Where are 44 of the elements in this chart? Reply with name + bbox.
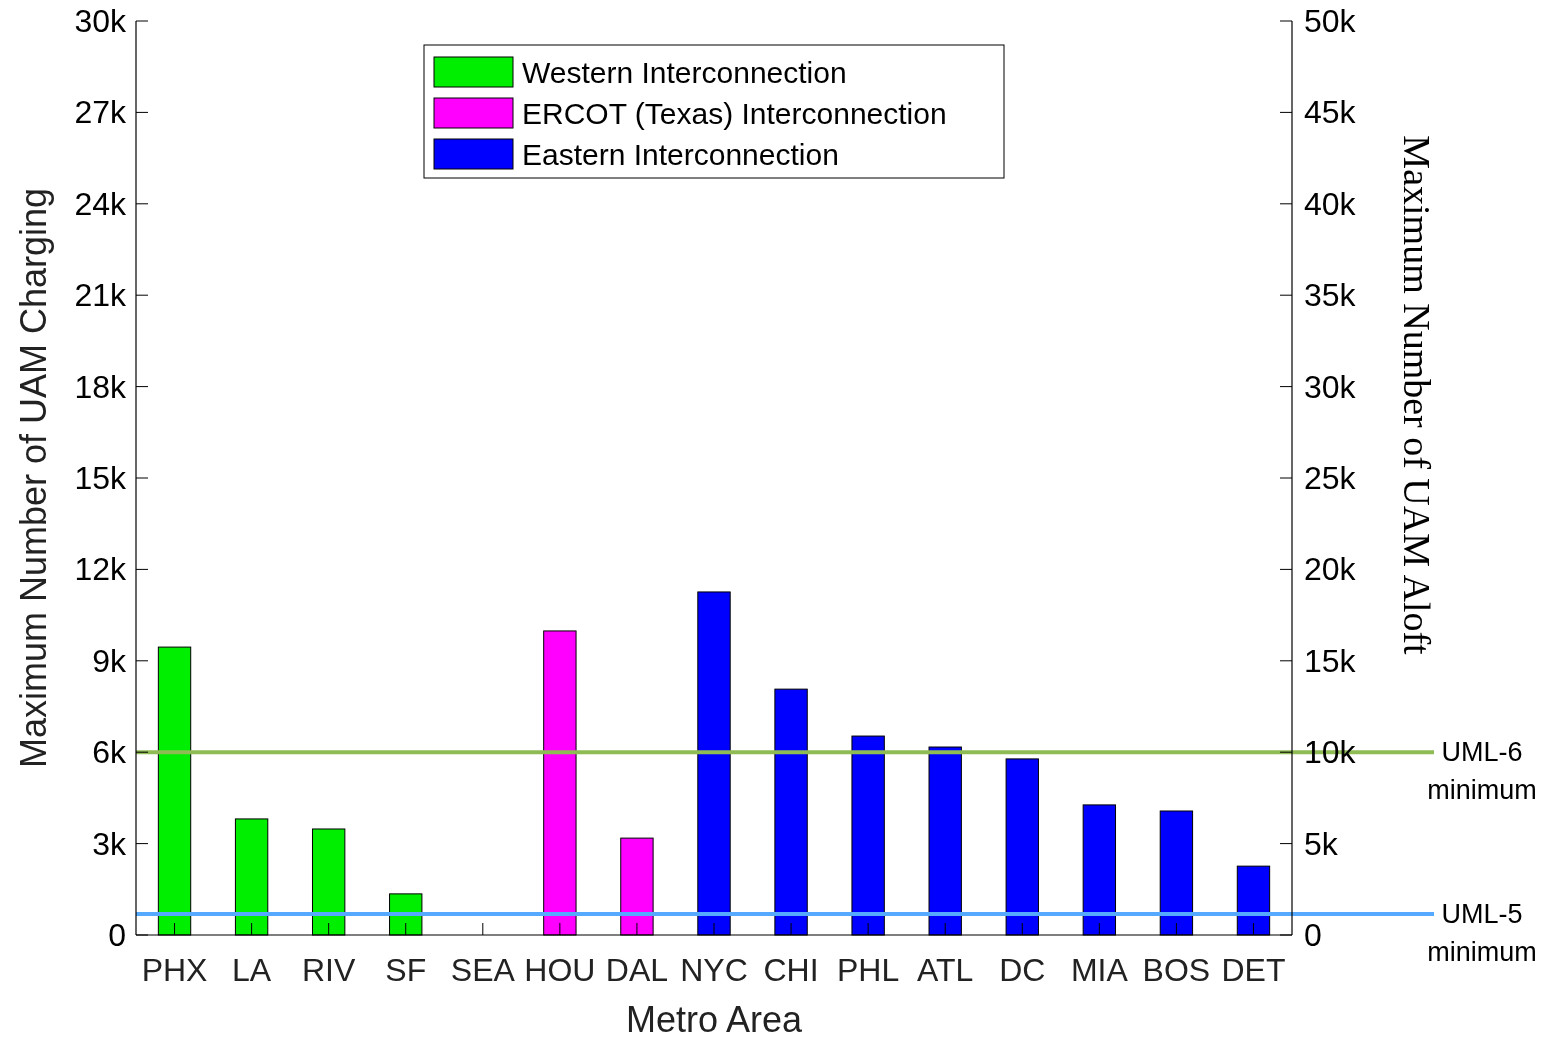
ref-line-label: UML-5 minimum xyxy=(1427,898,1537,967)
y-tick-label: 30k xyxy=(74,3,127,39)
x-tick-label: SEA xyxy=(450,952,516,988)
legend-label: Western Interconnection xyxy=(522,56,847,89)
y2-tick-label: 30k xyxy=(1304,368,1357,405)
x-tick-label: PHX xyxy=(141,952,208,988)
x-tick-label: ATL xyxy=(917,952,974,988)
y2-tick-label: 25k xyxy=(1304,460,1357,496)
x-tick-label: CHI xyxy=(763,952,819,988)
legend-label: Eastern Interconnection xyxy=(522,138,839,171)
y-tick-label: 9k xyxy=(92,642,127,679)
legend-label: ERCOT (Texas) Interconnection xyxy=(522,97,947,130)
x-axis-title: Metro Area xyxy=(625,999,804,1039)
y2-tick-label: 45k xyxy=(1304,94,1357,131)
y-tick-label: 24k xyxy=(74,185,127,222)
y2-tick-label: 15k xyxy=(1304,642,1357,679)
y2-tick-label: 50k xyxy=(1304,3,1357,39)
y-axis-title: Maximum Number of UAM Charging xyxy=(13,187,54,769)
y-tick-label: 0 xyxy=(108,917,126,953)
y2-tick-label: 5k xyxy=(1304,825,1339,862)
y2-axis-title: Maximum Number of UAM Aloft xyxy=(1396,135,1438,656)
y2-tick-label: 20k xyxy=(1304,551,1357,588)
x-tick-label: NYC xyxy=(680,952,748,988)
x-tick-label: DET xyxy=(1221,952,1286,988)
x-tick-label: HOU xyxy=(524,952,596,988)
x-tick-label: LA xyxy=(232,952,272,988)
ref-line-label: UML-6 minimum xyxy=(1427,737,1537,806)
y-tick-label: 21k xyxy=(74,277,127,314)
y-tick-label: 18k xyxy=(74,368,127,405)
y-tick-label: 27k xyxy=(74,94,127,131)
y-tick-label: 15k xyxy=(74,460,127,496)
x-tick-label: MIA xyxy=(1070,952,1129,988)
x-tick-label: DAL xyxy=(605,952,669,988)
x-tick-label: DC xyxy=(999,952,1046,988)
x-tick-label: BOS xyxy=(1142,952,1211,988)
x-tick-label: RIV xyxy=(301,952,356,988)
x-tick-label: SF xyxy=(385,952,427,988)
y-tick-label: 12k xyxy=(74,551,127,588)
y2-tick-label: 0 xyxy=(1304,917,1322,953)
y-tick-label: 3k xyxy=(92,825,127,862)
y-tick-label: 6k xyxy=(92,734,127,771)
y2-tick-label: 40k xyxy=(1304,185,1357,222)
x-tick-label: PHL xyxy=(837,952,900,988)
y2-tick-label: 35k xyxy=(1304,277,1357,314)
